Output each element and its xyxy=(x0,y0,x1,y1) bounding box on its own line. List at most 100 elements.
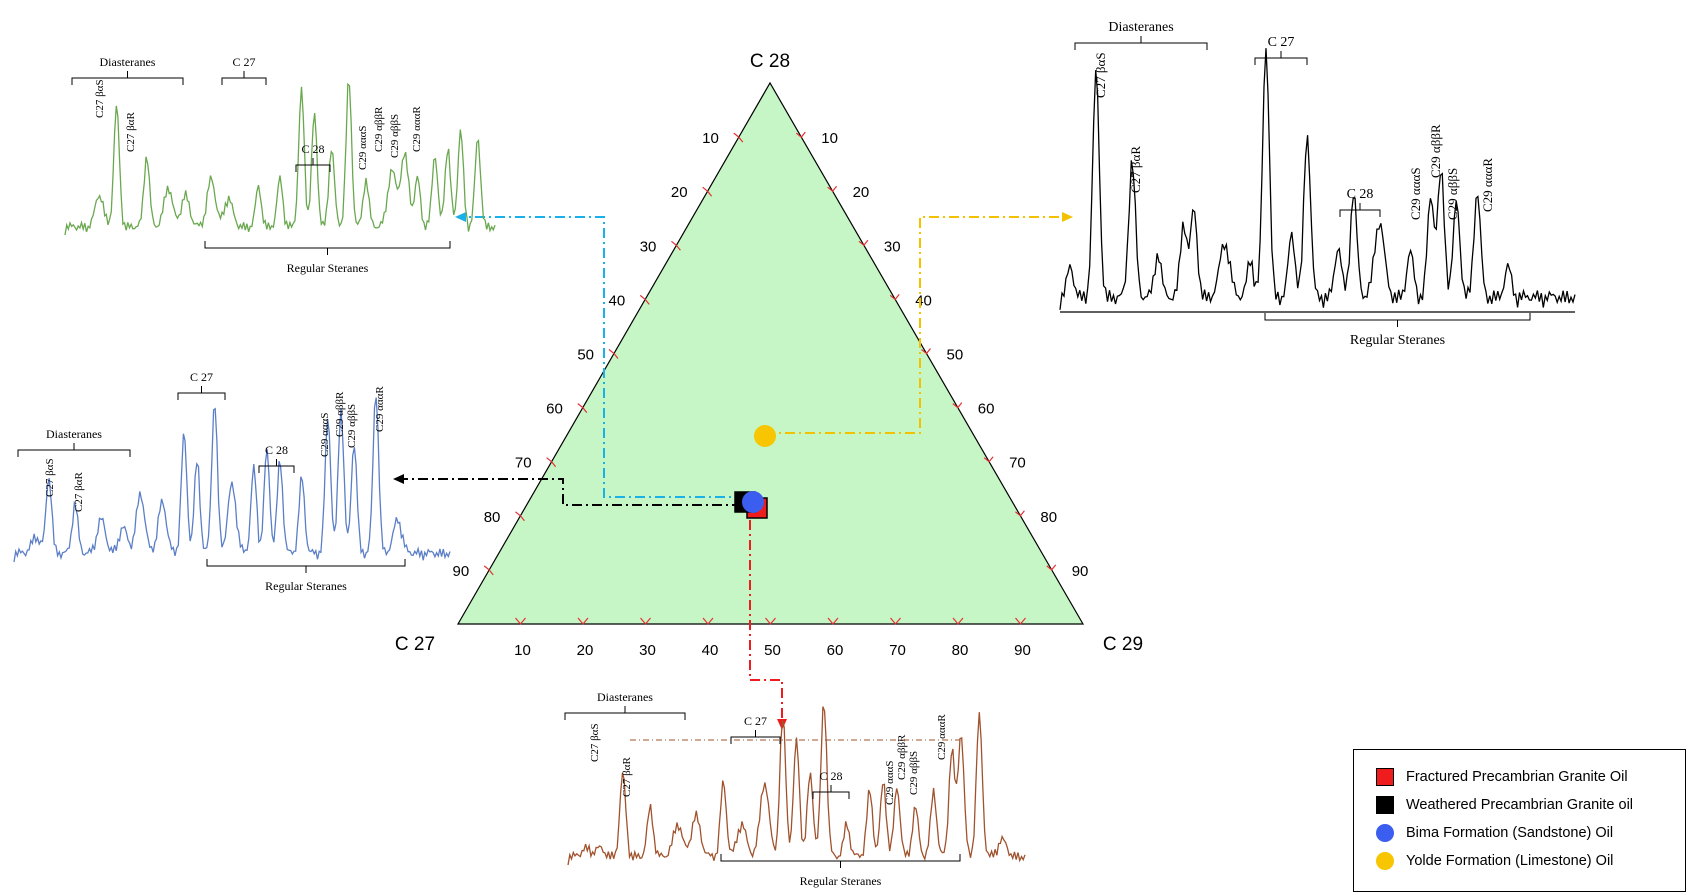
tick-label-right: 50 xyxy=(947,347,964,364)
tick-label-left: 60 xyxy=(546,401,563,418)
group-label-c28: C 28 xyxy=(265,443,288,457)
group-label-regular-steranes: Regular Steranes xyxy=(800,874,882,888)
bracket xyxy=(720,854,961,868)
bracket xyxy=(177,386,226,400)
tick-left xyxy=(546,457,557,468)
group-label-c28: C 28 xyxy=(301,142,324,156)
arrow-black xyxy=(393,474,404,484)
bracket xyxy=(730,730,781,744)
group-label-c27: C 27 xyxy=(190,370,213,384)
ternary-triangle xyxy=(456,81,1085,625)
peak-label: C29 αββS xyxy=(346,404,358,448)
tick-left xyxy=(733,132,744,143)
tick-label-left: 10 xyxy=(702,130,719,147)
legend-marker-red-square xyxy=(1376,768,1394,786)
connector-red xyxy=(749,520,783,722)
peak-label: C29 αββS xyxy=(389,114,401,158)
tick-right xyxy=(1046,564,1057,571)
connector-blue xyxy=(462,216,745,498)
group-label-regular-steranes: Regular Steranes xyxy=(287,261,369,275)
tick-label-left: 20 xyxy=(671,184,688,201)
tick-label-left: 70 xyxy=(515,455,532,472)
tick-label-bottom: 10 xyxy=(514,642,531,659)
bracket xyxy=(71,71,184,85)
bracket xyxy=(812,785,850,799)
bracket xyxy=(206,559,406,573)
chromatogram-brown: Diasteranes C 27 C 28 Regular Steranes C27 β… xyxy=(564,690,1026,888)
tick-label-right: 40 xyxy=(915,292,932,309)
peak-label: C27 βαR xyxy=(125,112,137,152)
legend-item-fractured: Fractured Precambrian Granite Oil xyxy=(1376,766,1628,788)
tick-label-left: 80 xyxy=(484,509,501,526)
tick-bottom xyxy=(952,617,964,625)
tick-right xyxy=(1015,510,1025,517)
peak-label: C27 βαS xyxy=(589,723,601,762)
peak-label: C29 αααS xyxy=(1408,167,1423,220)
chromatogram-blue: Diasteranes C 27 C 28 Regular Steranes C27 β… xyxy=(13,370,451,593)
peak-label: C27 βαR xyxy=(73,472,85,512)
group-label-c28: C 28 xyxy=(1347,187,1374,202)
peak-label: C27 βαS xyxy=(94,79,106,118)
peak-label: C29 αααS xyxy=(884,761,896,806)
tick-right xyxy=(889,294,900,301)
legend-item-bima: Bima Formation (Sandstone) Oil xyxy=(1376,822,1613,844)
group-label-regular-steranes: Regular Steranes xyxy=(265,579,347,593)
tick-left xyxy=(671,240,681,251)
peak-label: C29 αααS xyxy=(319,413,331,458)
legend-label: Yolde Formation (Limestone) Oil xyxy=(1406,853,1614,869)
tick-label-bottom: 80 xyxy=(952,642,969,659)
peak-label: C27 βαS xyxy=(44,458,56,497)
group-label-regular-steranes: Regular Steranes xyxy=(1350,333,1445,348)
tick-right xyxy=(921,348,931,355)
tick-label-right: 10 xyxy=(821,130,838,147)
bracket xyxy=(258,459,295,473)
tick-label-right: 30 xyxy=(884,238,901,255)
peak-label: C29 αααS xyxy=(357,126,369,171)
bracket xyxy=(204,241,451,255)
legend-label: Weathered Precambrian Granite oil xyxy=(1406,797,1634,813)
peak-label: C29 αββR xyxy=(1428,124,1443,178)
connector-black xyxy=(401,478,742,506)
legend-marker-yellow-circle xyxy=(1376,852,1394,870)
peak-label: C27 βαR xyxy=(621,757,633,797)
trace-line xyxy=(13,397,451,563)
group-label-diasteranes: Diasteranes xyxy=(1108,20,1173,35)
trace-line xyxy=(567,706,1026,866)
peak-label: C29 αααR xyxy=(411,106,423,152)
peak-label: C29 αββR xyxy=(896,734,908,780)
tick-bottom xyxy=(577,617,589,625)
peak-label: C29 αααR xyxy=(936,714,948,760)
tick-right xyxy=(827,185,838,193)
bracket xyxy=(17,443,131,457)
tick-label-left: 90 xyxy=(453,563,470,580)
peak-label: C29 αββR xyxy=(373,106,385,152)
tick-label-bottom: 70 xyxy=(889,642,906,659)
tick-bottom xyxy=(827,617,839,625)
arrow-yellow xyxy=(1062,212,1073,222)
legend: Fractured Precambrian Granite Oil Weathe… xyxy=(1353,749,1686,892)
data-points xyxy=(734,425,776,519)
peak-label: C29 αααR xyxy=(1480,158,1495,212)
group-label-c27: C 27 xyxy=(744,714,767,728)
tick-right xyxy=(983,456,994,463)
tick-bottom xyxy=(515,617,526,625)
tick-left xyxy=(639,294,650,305)
peak-label: C27 βαS xyxy=(1093,52,1108,98)
legend-item-yolde: Yolde Formation (Limestone) Oil xyxy=(1376,850,1613,872)
bracket xyxy=(295,158,331,172)
chromatogram-black: Diasteranes C 27 C 28 Regular Steranes C27 β… xyxy=(1059,20,1576,348)
tick-bottom xyxy=(765,617,776,625)
group-label-diasteranes: Diasteranes xyxy=(46,427,102,441)
peak-label: C27 βαR xyxy=(1128,146,1143,193)
trace-line xyxy=(1059,48,1576,310)
group-label-c27: C 27 xyxy=(1268,35,1295,50)
bracket xyxy=(1074,36,1208,50)
peak-label: C29 αββS xyxy=(908,751,920,795)
tick-label-right: 90 xyxy=(1072,563,1089,580)
tick-bottom xyxy=(890,617,901,625)
tick-label-right: 60 xyxy=(978,401,995,418)
legend-label: Bima Formation (Sandstone) Oil xyxy=(1406,825,1614,841)
tick-left xyxy=(515,511,525,522)
legend-marker-blue-circle xyxy=(1376,824,1394,842)
